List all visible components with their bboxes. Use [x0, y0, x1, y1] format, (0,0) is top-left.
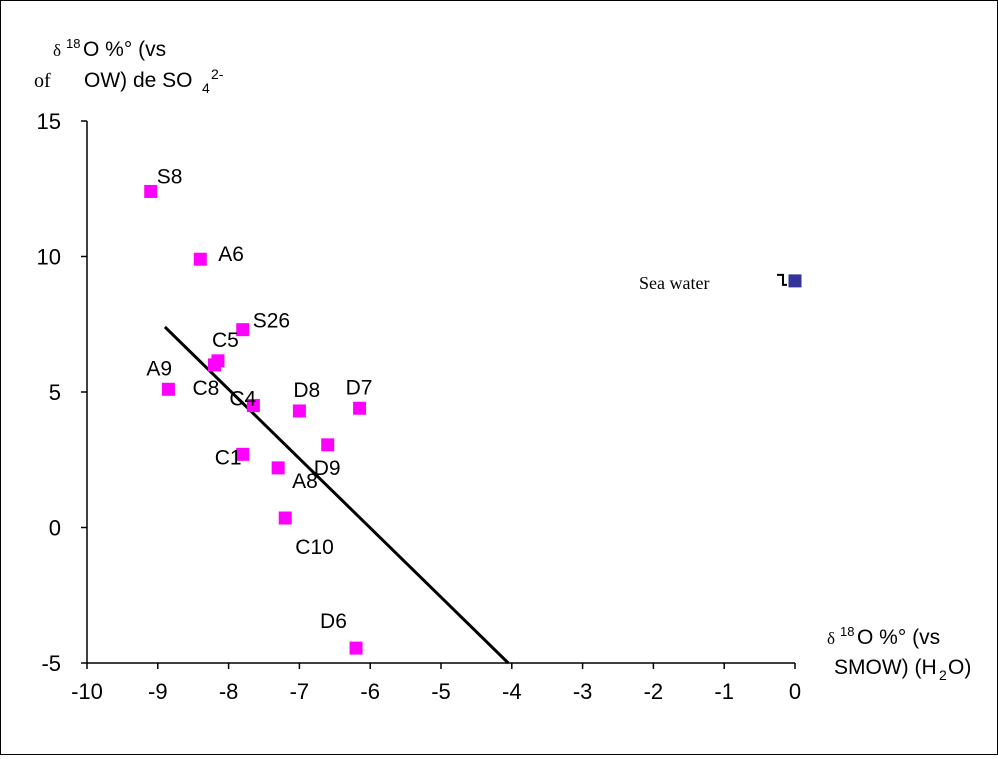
data-label: Sea water — [639, 273, 709, 293]
x-tick-label: -2 — [644, 679, 664, 704]
y-axis-title-sub: 4 — [202, 80, 210, 96]
sea-water-leader — [777, 273, 787, 286]
data-point — [353, 401, 367, 415]
trend-line — [163, 325, 510, 665]
data-label: S26 — [253, 310, 290, 333]
x-tick-label: -10 — [71, 679, 103, 704]
y-axis-title-sup2: 2- — [211, 66, 224, 82]
data-point — [788, 274, 802, 288]
data-label: C8 — [192, 377, 219, 400]
x-tick-label: -1 — [714, 679, 734, 704]
data-point — [246, 399, 260, 413]
data-label: C5 — [212, 329, 239, 352]
data-label: A9 — [146, 357, 172, 380]
data-point — [193, 252, 207, 266]
data-label: C10 — [295, 536, 334, 559]
x-axis-title-line2: SMOW) (H — [834, 656, 937, 679]
data-point — [349, 641, 363, 655]
x-tick-label: -4 — [502, 679, 522, 704]
y-tick-label: -5 — [41, 651, 61, 676]
x-axis-title-symbol: δ — [827, 629, 835, 648]
data-label: C1 — [215, 446, 242, 469]
x-tick-label: -6 — [360, 679, 380, 704]
y-tick-label: 10 — [37, 245, 61, 270]
x-axis-title-sup: 18 — [840, 624, 854, 639]
data-point — [144, 184, 158, 198]
x-tick-label: 0 — [789, 679, 801, 704]
y-axis-title-sup: 18 — [66, 36, 80, 51]
x-tick-label: -7 — [290, 679, 310, 704]
x-tick-label: -8 — [219, 679, 239, 704]
x-tick-label: -9 — [148, 679, 168, 704]
data-label: D7 — [346, 376, 373, 399]
data-point — [236, 447, 250, 461]
x-tick-label: -3 — [573, 679, 593, 704]
x-axis-title-end: O) — [948, 656, 971, 679]
y-tick-label: 15 — [37, 109, 61, 134]
trend-line-group — [163, 325, 510, 665]
data-point — [321, 438, 335, 452]
data-label: S8 — [157, 165, 183, 188]
data-label: D6 — [320, 610, 347, 633]
y-axis-title-line1: O %° (vs — [83, 38, 166, 61]
y-axis-title-line2: OW) de SO — [84, 69, 193, 92]
data-point — [271, 461, 285, 475]
y-axis-title-prefix: of — [34, 70, 51, 92]
data-label: C4 — [229, 388, 256, 411]
data-point — [292, 404, 306, 418]
x-axis-title-line1: O %° (vs — [857, 626, 940, 649]
y-tick-label: 5 — [49, 380, 61, 405]
data-point — [207, 358, 221, 372]
x-axis-title-sub: 2 — [939, 667, 947, 683]
data-point — [278, 511, 292, 525]
y-tick-label: 0 — [49, 516, 61, 541]
x-tick-label: -5 — [431, 679, 451, 704]
data-label: A6 — [218, 243, 244, 266]
data-label: A8 — [292, 470, 318, 493]
points-group: S8 A6 S26 C5 C8 A9 C4 D8 D7 D9 C1 A8 C10 D6 Sea water — [144, 165, 802, 655]
data-label: D9 — [314, 457, 341, 480]
data-point — [236, 323, 250, 337]
y-axis-title-symbol: δ — [53, 41, 61, 60]
data-point — [161, 382, 175, 396]
data-label: D8 — [293, 379, 320, 402]
